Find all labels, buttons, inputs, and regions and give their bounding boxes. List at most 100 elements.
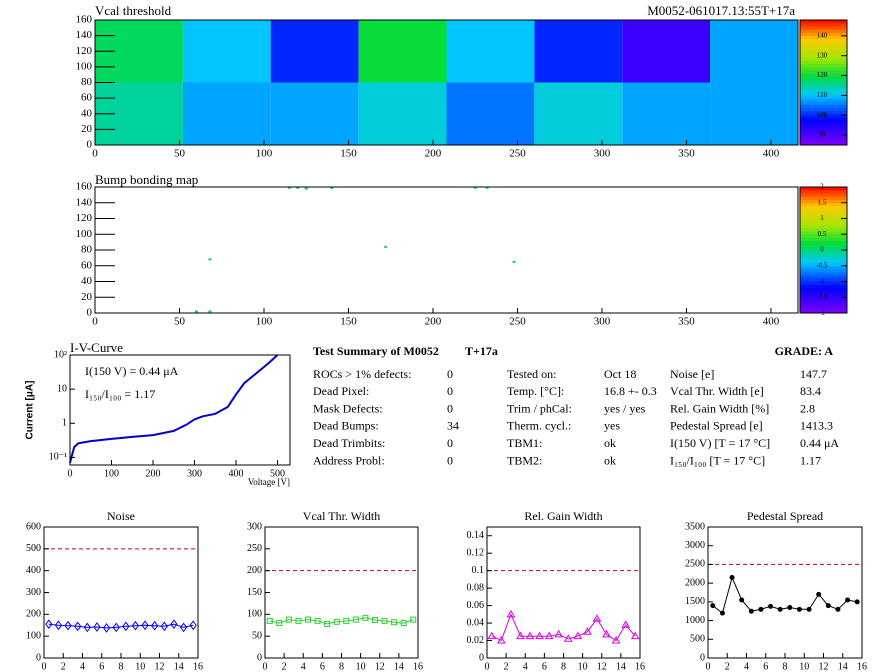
summary-label: Dead Bumps: <box>313 419 379 433</box>
palette-step <box>800 243 847 248</box>
z-tick-label: 110 <box>817 91 828 99</box>
bump-pixel <box>330 186 334 189</box>
x-tick-label: 8 <box>561 661 566 672</box>
x-tick-label: 4 <box>80 661 85 672</box>
z-tick-label: 130 <box>817 51 828 59</box>
marker <box>324 620 331 627</box>
palette-step <box>800 240 847 244</box>
summary-value: yes <box>604 419 620 433</box>
x-tick-label: 300 <box>187 468 202 479</box>
palette-step <box>800 76 847 80</box>
y-tick-label: 100 <box>26 630 41 641</box>
palette-step <box>800 123 847 127</box>
y-tick-label: 0.1 <box>472 565 485 576</box>
chart-title: Rel. Gain Width <box>524 509 602 523</box>
y-tick-label: 0 <box>700 652 705 663</box>
z-tick-label: 1.5 <box>818 198 827 206</box>
palette-step <box>800 32 847 36</box>
z-tick-label: -0.5 <box>816 261 828 269</box>
palette-step <box>800 259 847 263</box>
marker <box>729 575 735 581</box>
palette-step <box>800 212 847 216</box>
x-tick-label: 14 <box>394 661 404 672</box>
palette-step <box>800 303 847 307</box>
heatmap-cell <box>270 82 359 145</box>
x-tick-label: 150 <box>340 148 357 160</box>
summary-label: Dead Trimbits: <box>313 436 385 450</box>
heatmap-cell <box>358 82 447 145</box>
palette-step <box>800 29 847 33</box>
x-tick-label: 400 <box>229 468 244 479</box>
z-tick-label: -1 <box>819 277 825 285</box>
x-tick-label: 12 <box>375 661 385 672</box>
x-tick-label: 6 <box>763 661 768 672</box>
palette-step <box>800 101 847 105</box>
palette-step <box>800 63 847 68</box>
y-tick-label: 0.04 <box>467 617 485 628</box>
y-tick-label: 0.02 <box>467 635 485 646</box>
heatmap-cell <box>622 82 711 145</box>
palette-step <box>800 35 847 40</box>
palette-step <box>800 309 847 314</box>
palette-step <box>800 138 847 143</box>
z-tick-label: 0 <box>820 246 824 254</box>
palette-step <box>800 297 847 301</box>
marker <box>710 603 716 609</box>
marker <box>179 622 188 633</box>
bump-pixel <box>208 258 212 261</box>
marker <box>362 614 369 621</box>
y-tick-label: 160 <box>76 181 93 193</box>
x-tick-label: 2 <box>282 661 287 672</box>
y-tick-label: 500 <box>26 543 41 554</box>
x-tick-label: 12 <box>155 661 165 672</box>
palette-step <box>800 199 847 204</box>
marker <box>825 603 831 609</box>
x-tick-label: 2 <box>504 661 509 672</box>
y-tick-label: 100 <box>76 60 93 72</box>
palette-step <box>800 202 847 207</box>
x-tick-label: 0 <box>263 661 268 672</box>
palette-step <box>800 215 847 219</box>
y-tick-label: 250 <box>247 543 262 554</box>
marker <box>487 631 497 640</box>
x-tick-label: 16 <box>635 661 645 672</box>
summary-label: Mask Defects: <box>313 401 383 415</box>
y-tick-label: 140 <box>76 29 93 41</box>
summary-label: Tested on: <box>507 367 556 381</box>
palette-step <box>800 51 847 55</box>
heatmap-cell <box>446 82 535 145</box>
y-tick-label: 500 <box>690 634 705 645</box>
summary-tag: T+17a <box>465 344 498 358</box>
y-tick-label: 400 <box>26 565 41 576</box>
palette-step <box>800 190 847 194</box>
y-tick-label: 0.12 <box>467 547 485 558</box>
y-tick-label: 1000 <box>685 615 705 626</box>
y-tick-label: 50 <box>252 630 262 641</box>
heatmap-cell <box>710 20 798 83</box>
x-tick-label: 4 <box>523 661 528 672</box>
marker <box>314 617 321 624</box>
x-tick-label: 8 <box>783 661 788 672</box>
y-tick-label: 300 <box>26 587 41 598</box>
y-tick-label: 10² <box>54 349 67 360</box>
marker <box>758 606 764 612</box>
y-axis-title: Current [μA] <box>25 381 36 440</box>
palette-step <box>800 88 847 93</box>
x-tick-label: 100 <box>104 468 119 479</box>
x-tick-label: 2 <box>61 661 66 672</box>
x-tick-label: 10 <box>799 661 809 672</box>
z-tick-label: 2 <box>820 183 824 191</box>
x-tick-label: 300 <box>594 316 611 328</box>
palette-step <box>800 113 847 118</box>
palette-step <box>800 237 847 241</box>
summary-label: I₁₅₀/I₁₀₀ [T = 17 °C] <box>670 453 765 467</box>
y-tick-label: 0 <box>87 139 93 151</box>
y-tick-label: 20 <box>81 291 93 303</box>
plot-frame <box>264 526 419 659</box>
y-tick-label: 10⁻¹ <box>49 452 67 463</box>
palette-step <box>800 209 847 213</box>
palette-step <box>800 70 847 74</box>
marker <box>352 616 359 623</box>
z-tick-label: 90 <box>819 131 827 139</box>
